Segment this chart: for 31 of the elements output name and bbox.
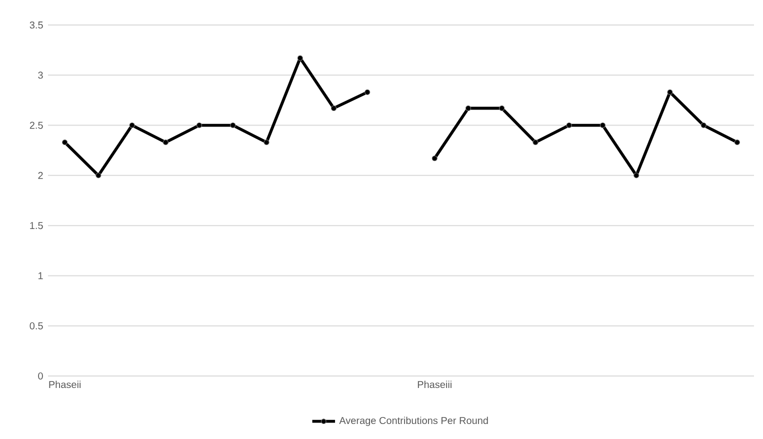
point	[162, 140, 168, 146]
legend-label: Average Contributions Per Round	[339, 416, 488, 426]
x-tick-label: Phaseii	[49, 380, 81, 388]
point	[62, 140, 68, 146]
point	[700, 122, 706, 128]
point	[330, 105, 337, 112]
point	[667, 89, 673, 95]
y-tick-label: 2	[38, 172, 43, 179]
point	[230, 122, 236, 128]
y-tick-label: 0.5	[30, 322, 43, 330]
y-tick-label: 1.5	[30, 222, 43, 230]
y-tick-label: 2.5	[30, 122, 43, 129]
point	[566, 122, 572, 128]
point	[634, 172, 640, 178]
point	[465, 105, 472, 112]
y-tick-label: 3.5	[30, 21, 43, 29]
point	[297, 55, 303, 61]
x-tick-label: Phaseiii	[418, 380, 452, 388]
y-tick-label: 3	[38, 72, 43, 79]
point	[432, 156, 438, 162]
point	[499, 105, 505, 112]
point	[364, 89, 370, 95]
y-tick-label: 1	[38, 272, 43, 280]
point	[196, 122, 202, 128]
point	[734, 140, 740, 146]
point	[129, 122, 135, 128]
point	[264, 140, 270, 146]
point	[600, 122, 606, 128]
point	[532, 140, 538, 146]
point	[96, 172, 102, 178]
y-tick-label: 0	[38, 372, 43, 380]
